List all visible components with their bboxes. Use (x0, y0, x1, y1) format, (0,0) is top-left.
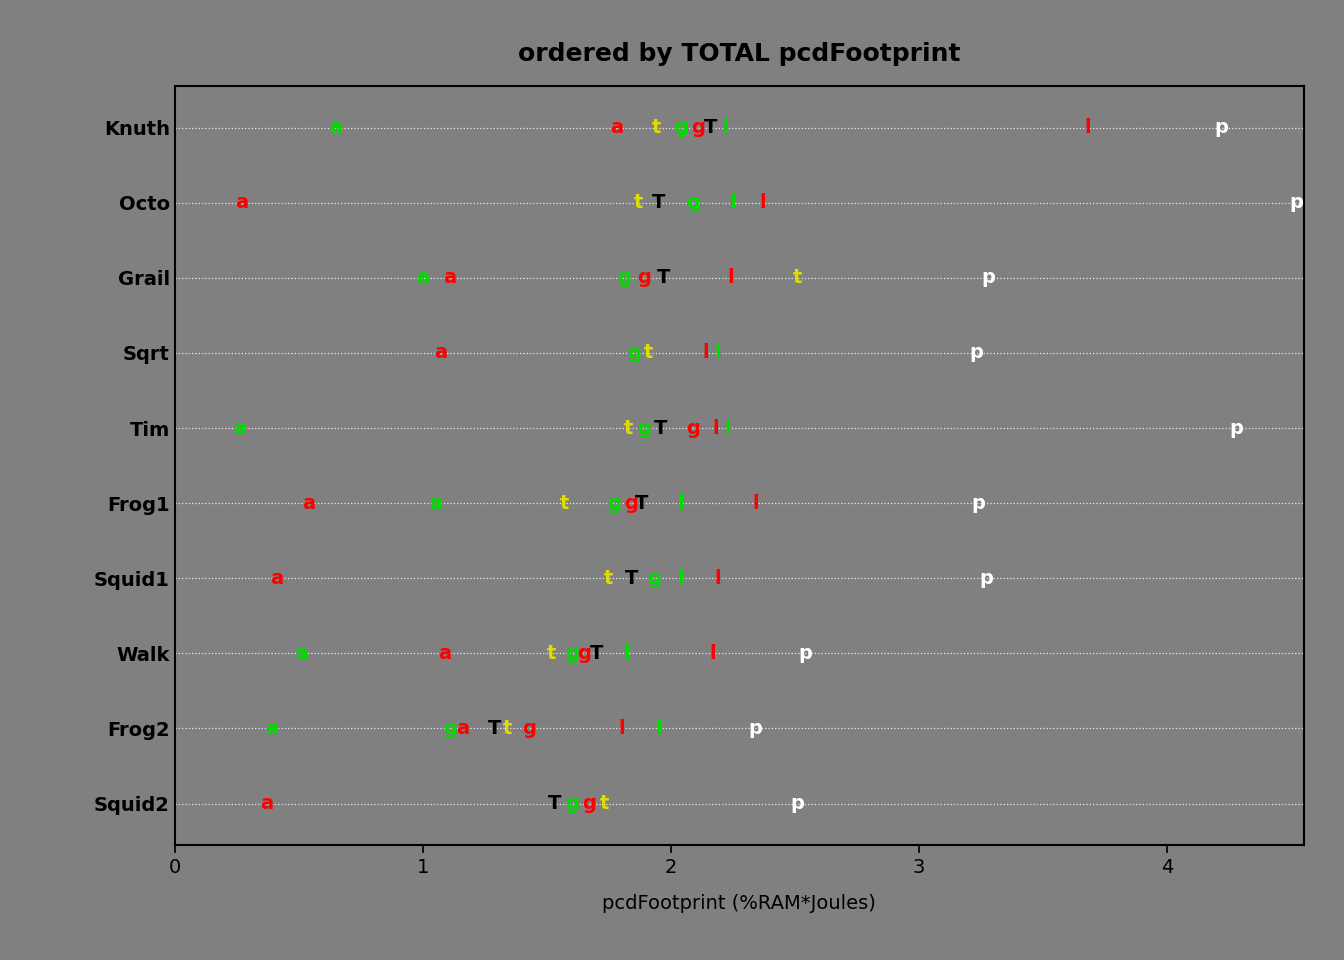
Text: g: g (687, 419, 700, 438)
Text: a: a (417, 269, 429, 287)
Text: g: g (523, 719, 536, 738)
Text: t: t (624, 419, 633, 438)
Text: g: g (577, 644, 591, 662)
Text: l: l (624, 644, 629, 662)
Text: a: a (270, 568, 284, 588)
Text: l: l (618, 719, 625, 738)
Text: p: p (1215, 118, 1228, 137)
X-axis label: pcdFootprint (%RAM*Joules): pcdFootprint (%RAM*Joules) (602, 894, 876, 913)
Text: a: a (329, 118, 343, 137)
Text: a: a (259, 794, 273, 813)
Text: l: l (677, 493, 684, 513)
Text: t: t (644, 344, 653, 363)
Text: T: T (547, 794, 560, 813)
Text: T: T (488, 719, 501, 738)
Text: l: l (703, 344, 710, 363)
Text: l: l (722, 118, 728, 137)
Text: t: t (503, 719, 512, 738)
Text: a: a (434, 344, 446, 363)
Title: ordered by TOTAL pcdFootprint: ordered by TOTAL pcdFootprint (517, 42, 961, 66)
Text: p: p (1289, 193, 1304, 212)
Text: g: g (617, 269, 630, 287)
Text: g: g (673, 118, 688, 137)
Text: g: g (564, 794, 579, 813)
Text: p: p (790, 794, 805, 813)
Text: l: l (724, 419, 731, 438)
Text: g: g (444, 719, 457, 738)
Text: t: t (605, 568, 614, 588)
Text: g: g (691, 118, 706, 137)
Text: l: l (677, 568, 684, 588)
Text: p: p (969, 344, 982, 363)
Text: t: t (559, 493, 569, 513)
Text: g: g (637, 419, 650, 438)
Text: T: T (704, 118, 718, 137)
Text: l: l (759, 193, 766, 212)
Text: g: g (646, 568, 660, 588)
Text: l: l (730, 193, 737, 212)
Text: a: a (233, 419, 246, 438)
Text: a: a (294, 644, 308, 662)
Text: p: p (1230, 419, 1243, 438)
Text: g: g (625, 493, 638, 513)
Text: p: p (798, 644, 812, 662)
Text: T: T (625, 568, 638, 588)
Text: T: T (634, 493, 648, 513)
Text: l: l (1085, 118, 1091, 137)
Text: p: p (981, 269, 996, 287)
Text: a: a (444, 269, 457, 287)
Text: g: g (626, 344, 641, 363)
Text: a: a (610, 118, 622, 137)
Text: a: a (438, 644, 452, 662)
Text: g: g (637, 269, 650, 287)
Text: t: t (793, 269, 802, 287)
Text: t: t (652, 118, 661, 137)
Text: g: g (607, 493, 621, 513)
Text: a: a (429, 493, 442, 513)
Text: p: p (980, 568, 993, 588)
Text: T: T (655, 419, 668, 438)
Text: t: t (599, 794, 609, 813)
Text: T: T (652, 193, 665, 212)
Text: p: p (972, 493, 985, 513)
Text: a: a (235, 193, 249, 212)
Text: l: l (710, 644, 716, 662)
Text: l: l (753, 493, 758, 513)
Text: l: l (656, 719, 661, 738)
Text: l: l (715, 344, 722, 363)
Text: l: l (715, 568, 722, 588)
Text: p: p (749, 719, 762, 738)
Text: l: l (727, 269, 734, 287)
Text: g: g (582, 794, 595, 813)
Text: g: g (564, 644, 579, 662)
Text: a: a (265, 719, 278, 738)
Text: l: l (712, 419, 719, 438)
Text: T: T (657, 269, 671, 287)
Text: t: t (547, 644, 556, 662)
Text: a: a (302, 493, 316, 513)
Text: g: g (687, 193, 700, 212)
Text: t: t (634, 193, 644, 212)
Text: T: T (590, 644, 603, 662)
Text: a: a (456, 719, 469, 738)
